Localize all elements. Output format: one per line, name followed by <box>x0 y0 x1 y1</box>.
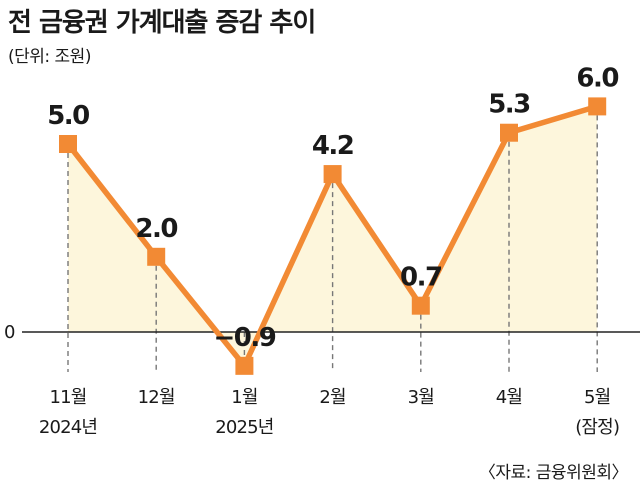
x-tick-labels-layer: 11월 2024년 12월 1월 2025년 2월 3월 4월 5월 (잠정) <box>39 387 620 438</box>
data-value-label-3: −0.9 <box>213 323 275 353</box>
x-tick-label-3: 1월 <box>231 387 257 408</box>
data-point-marker-7 <box>588 97 607 116</box>
zero-tick-label: 0 <box>4 322 15 343</box>
data-point-marker-3 <box>235 356 254 375</box>
data-point-marker-4 <box>323 165 342 184</box>
data-value-label-7: 6.0 <box>576 63 618 93</box>
data-point-marker-5 <box>411 296 430 315</box>
x-tick-label-6: 4월 <box>496 387 522 408</box>
markers-layer <box>59 97 607 375</box>
x-tick-sublabel-7: (잠정) <box>575 417 619 438</box>
x-tick-sublabel-1: 2024년 <box>39 417 97 438</box>
data-value-label-2: 2.0 <box>135 214 177 244</box>
data-value-label-1: 5.0 <box>47 101 89 131</box>
data-point-marker-1 <box>59 135 77 153</box>
x-tick-label-5: 3월 <box>408 387 434 408</box>
area-fill-layer <box>68 106 598 366</box>
x-tick-sublabel-3: 2025년 <box>215 417 273 438</box>
x-tick-label-4: 2월 <box>319 387 345 408</box>
data-value-label-4: 4.2 <box>312 131 354 161</box>
value-labels-layer: 5.0 2.0 −0.9 4.2 0.7 5.3 6.0 <box>47 63 620 353</box>
x-tick-label-1: 11월 <box>49 387 86 408</box>
area-fill <box>68 106 598 366</box>
data-point-marker-2 <box>147 247 166 266</box>
data-value-label-6: 5.3 <box>488 90 530 120</box>
data-point-marker-6 <box>500 123 518 142</box>
chart-title: 전 금융권 가계대출 증감 추이 <box>8 8 316 38</box>
data-value-label-5: 0.7 <box>400 263 442 293</box>
unit-label: (단위: 조원) <box>8 47 91 67</box>
x-tick-label-2: 12월 <box>138 387 175 408</box>
source-note: 〈자료: 금융위원회〉 <box>478 463 629 483</box>
x-tick-label-7: 5월 <box>584 387 610 408</box>
